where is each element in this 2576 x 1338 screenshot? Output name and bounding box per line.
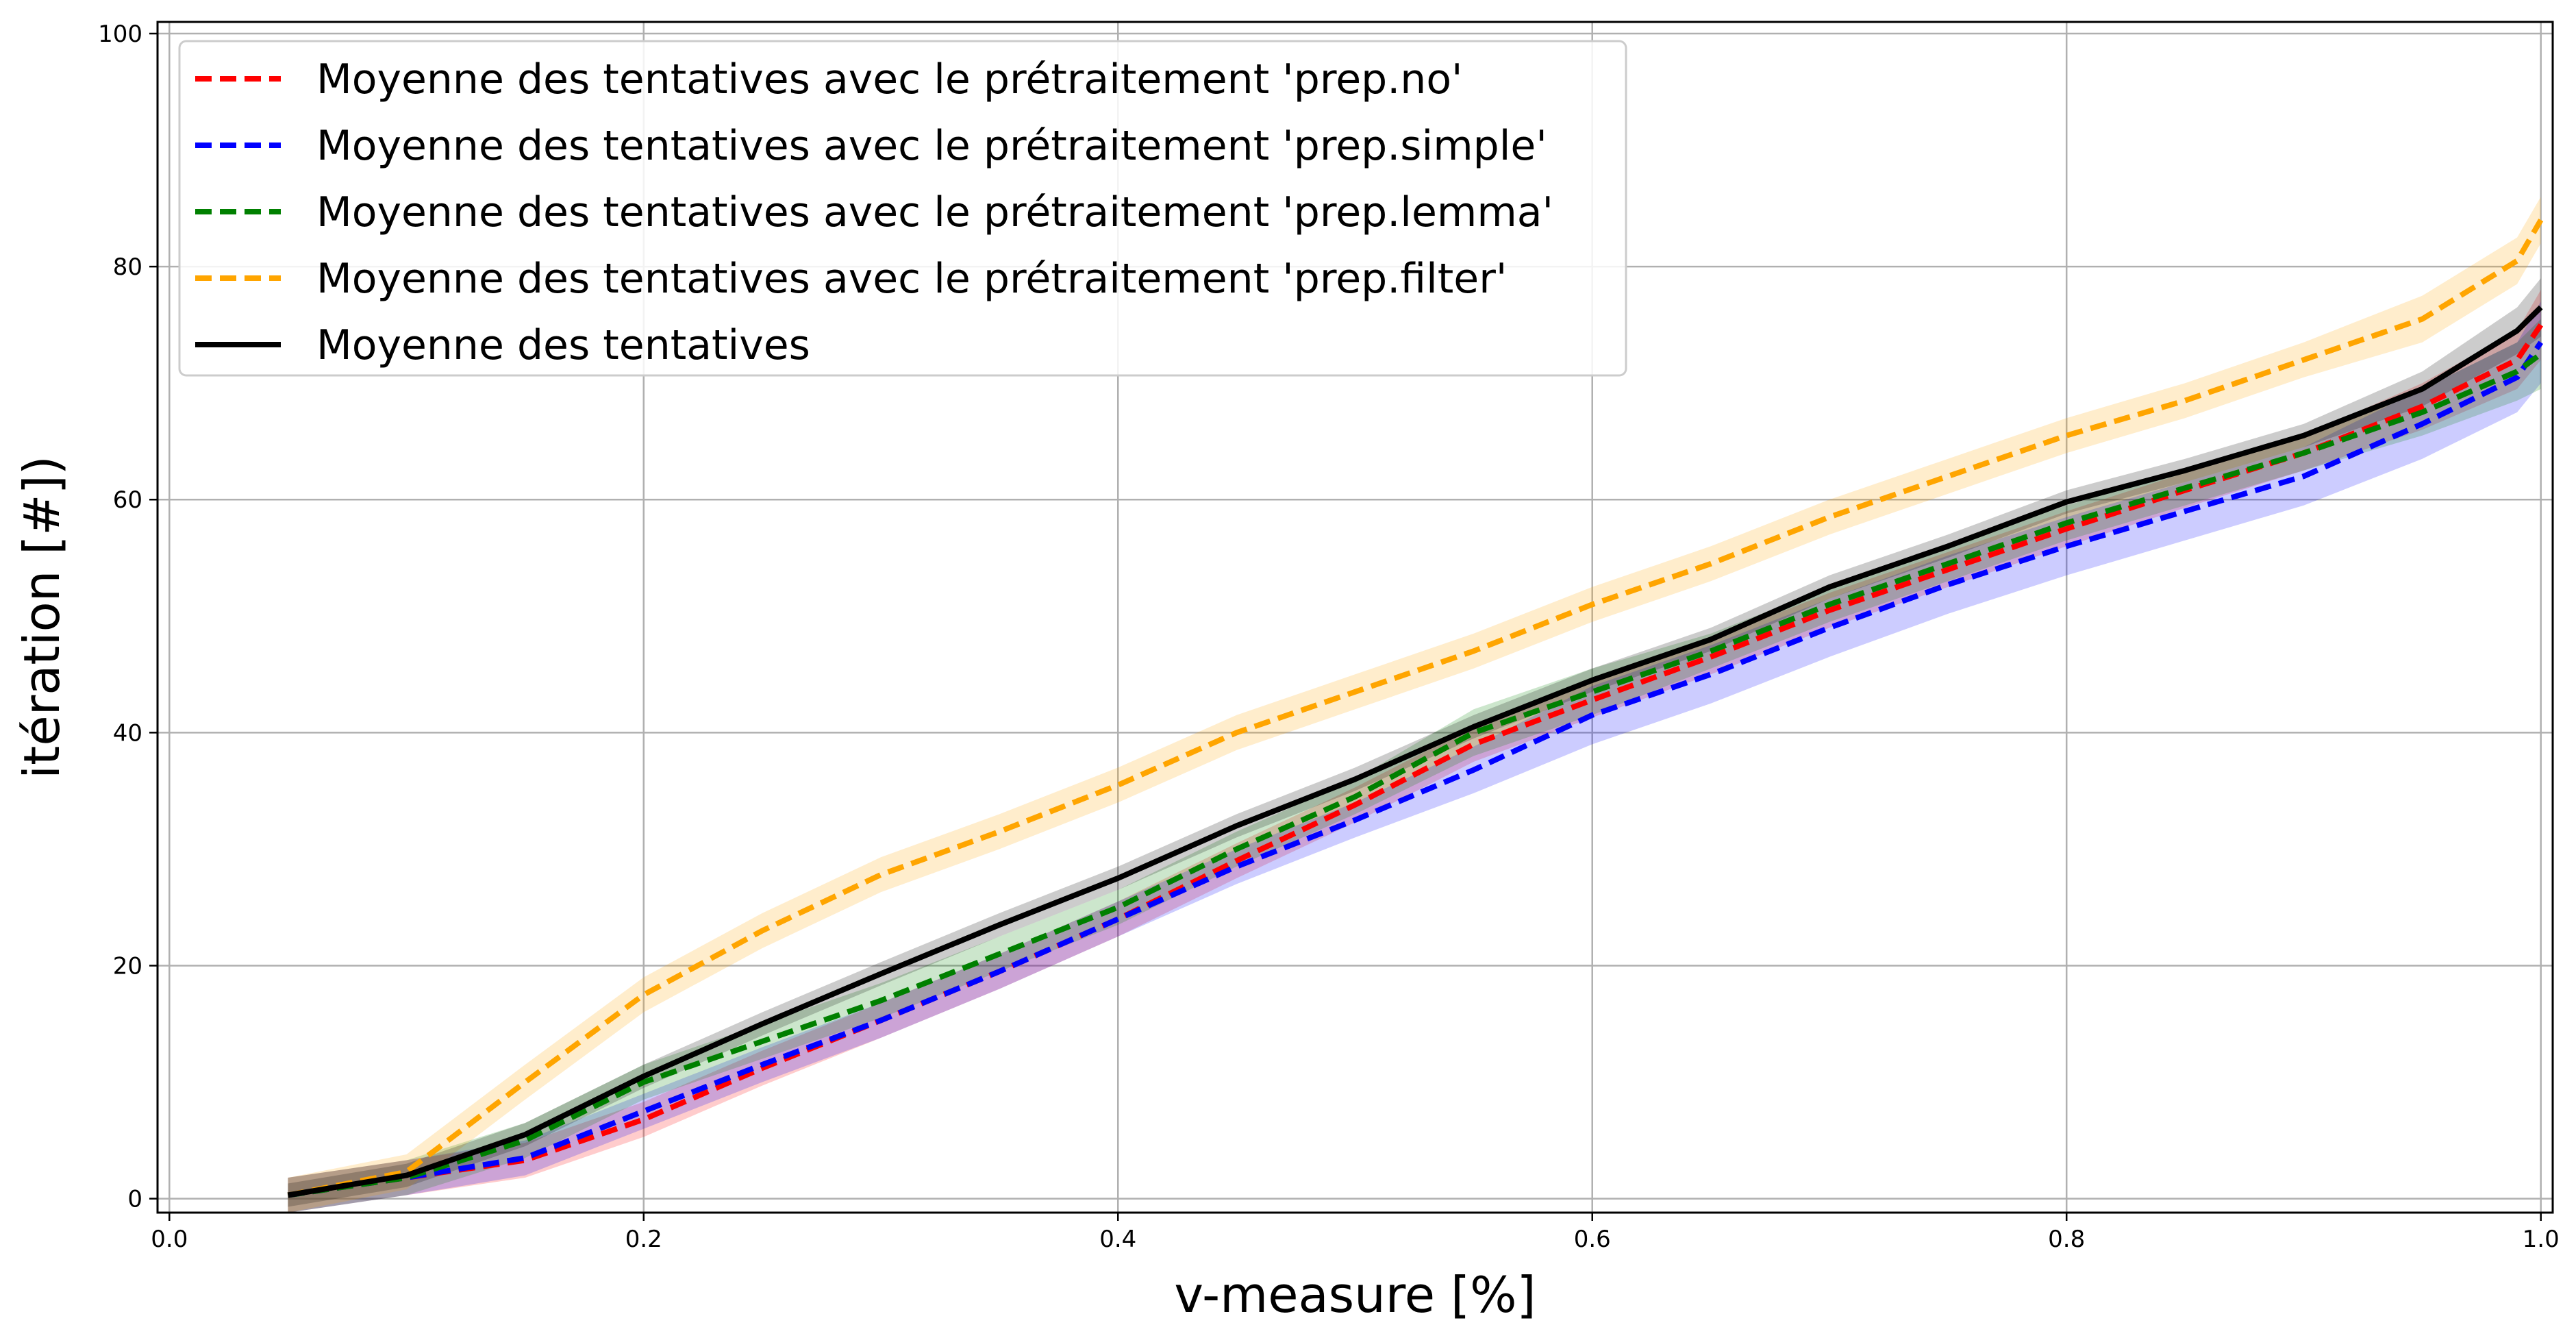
axis-ticks: 0.0 0.2 0.4 0.6 0.8 1.0 0 20 40 60 80 100 <box>98 21 2560 1253</box>
y-tick-label: 100 <box>98 21 142 48</box>
legend: Moyenne des tentatives avec le prétraite… <box>178 40 1627 377</box>
legend-label: Moyenne des tentatives avec le prétraite… <box>316 55 1463 103</box>
legend-box <box>178 40 1627 377</box>
x-tick-label: 0.0 <box>151 1226 188 1253</box>
y-tick-label: 20 <box>113 952 142 980</box>
x-tick-label: 0.6 <box>1574 1226 1611 1253</box>
x-axis-label: v-measure [%] <box>1174 1266 1536 1324</box>
y-tick-label: 0 <box>127 1186 142 1213</box>
plot-frame <box>156 21 2554 1214</box>
legend-label: Moyenne des tentatives avec le prétraite… <box>316 255 1507 303</box>
legend-label: Moyenne des tentatives avec le prétraite… <box>316 188 1553 236</box>
x-tick-label: 0.8 <box>2048 1226 2085 1253</box>
x-tick-label: 0.4 <box>1099 1226 1136 1253</box>
y-tick-label: 40 <box>113 719 142 747</box>
series-line <box>287 323 2544 1198</box>
legend-label: Moyenne des tentatives avec le prétraite… <box>316 122 1547 170</box>
y-axis-label: itération [#]) <box>13 456 71 779</box>
x-tick-label: 1.0 <box>2523 1226 2560 1253</box>
y-tick-label: 60 <box>113 486 142 514</box>
series-line <box>287 340 2544 1198</box>
series-band <box>288 197 2541 1213</box>
series-line <box>287 219 2544 1198</box>
legend-label: Moyenne des tentatives <box>316 321 810 369</box>
y-tick-label: 80 <box>113 253 142 281</box>
series-line <box>287 305 2543 1198</box>
x-tick-label: 0.2 <box>625 1226 662 1253</box>
series-band <box>288 278 2541 1207</box>
series-lines <box>287 219 2544 1198</box>
